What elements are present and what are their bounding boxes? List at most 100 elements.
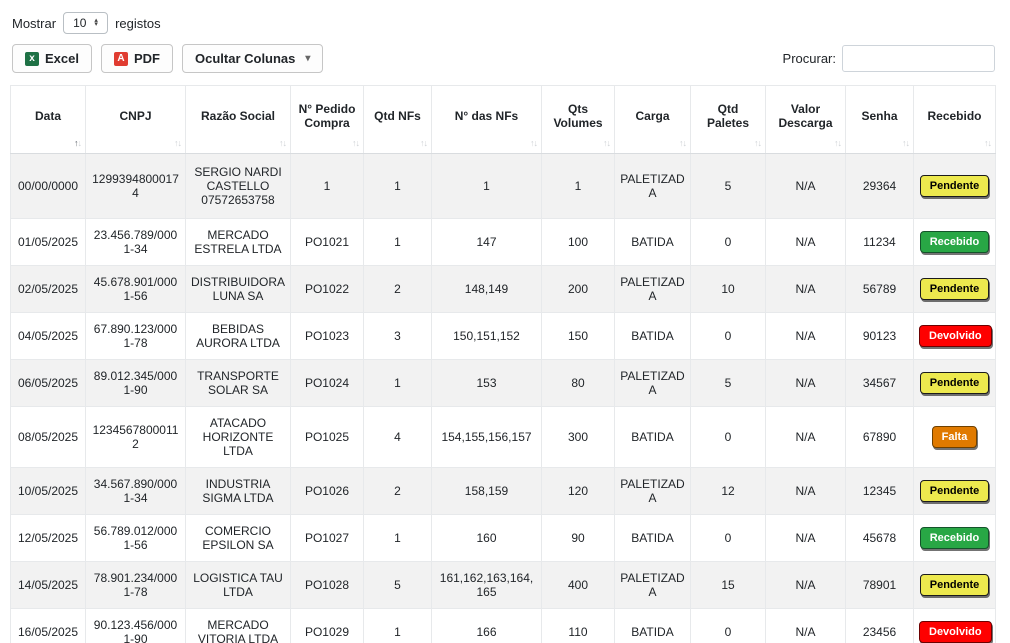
- cell-data: 12/05/2025: [10, 514, 86, 562]
- pdf-button-label: PDF: [133, 51, 160, 66]
- cell-qtd-paletes: 0: [690, 406, 766, 468]
- cell-nfs: 147: [431, 218, 542, 266]
- cell-qts-volumes: 150: [541, 312, 615, 360]
- toolbar: x Excel A PDF Ocultar Colunas ▾ Procurar…: [12, 44, 995, 73]
- cell-qts-volumes: 1: [541, 153, 615, 219]
- cell-nfs: 160: [431, 514, 542, 562]
- status-badge-pendente[interactable]: Pendente: [919, 574, 990, 596]
- sort-icon: ↑↓: [279, 138, 287, 148]
- sort-icon: ↑↓: [174, 138, 182, 148]
- sort-icon: ↑↓: [352, 138, 360, 148]
- column-header-carga[interactable]: Carga ↑↓: [614, 85, 691, 154]
- cell-nfs: 158,159: [431, 467, 542, 515]
- cell-carga: PALETIZADA: [614, 467, 691, 515]
- cell-recebido: Falta: [913, 406, 996, 468]
- cell-pedido-compra: PO1027: [290, 514, 364, 562]
- cell-pedido-compra: PO1025: [290, 406, 364, 468]
- column-header-cnpj[interactable]: CNPJ ↑↓: [85, 85, 186, 154]
- page-length-control: Mostrar 10 ▴ ▾ registos: [12, 12, 995, 34]
- status-badge-falta[interactable]: Falta: [931, 426, 978, 448]
- column-header-recebido[interactable]: Recebido ↑↓: [913, 85, 996, 154]
- cell-data: 00/00/0000: [10, 153, 86, 219]
- column-header-senha[interactable]: Senha ↑↓: [845, 85, 914, 154]
- cell-pedido-compra: PO1022: [290, 265, 364, 313]
- column-header-qts-volumes[interactable]: Qts Volumes ↑↓: [541, 85, 615, 154]
- column-label: Recebido: [927, 108, 982, 123]
- search-control: Procurar:: [783, 45, 995, 72]
- cell-qts-volumes: 200: [541, 265, 615, 313]
- status-badge-pendente[interactable]: Pendente: [919, 480, 990, 502]
- cell-razao-social: MERCADO ESTRELA LTDA: [185, 218, 291, 266]
- cell-qtd-nfs: 1: [363, 153, 432, 219]
- column-header-qtd-nfs[interactable]: Qtd NFs ↑↓: [363, 85, 432, 154]
- status-badge-pendente[interactable]: Pendente: [919, 372, 990, 394]
- sort-icon: ↑↓: [679, 138, 687, 148]
- status-badge-pendente[interactable]: Pendente: [919, 278, 990, 300]
- column-header-raz-o-social[interactable]: Razão Social ↑↓: [185, 85, 291, 154]
- cell-carga: BATIDA: [614, 608, 691, 643]
- cell-cnpj: 67.890.123/0001-78: [85, 312, 186, 360]
- cell-data: 10/05/2025: [10, 467, 86, 515]
- cell-razao-social: SERGIO NARDI CASTELLO 07572653758: [185, 153, 291, 219]
- table-row: 14/05/2025 78.901.234/0001-78 LOGISTICA TA…: [10, 561, 996, 609]
- cell-data: 01/05/2025: [10, 218, 86, 266]
- column-header-qtd-paletes[interactable]: Qtd Paletes ↑↓: [690, 85, 766, 154]
- cell-qtd-nfs: 1: [363, 359, 432, 407]
- cell-valor-descarga: N/A: [765, 218, 846, 266]
- column-header-n-pedido-compra[interactable]: N° Pedido Compra ↑↓: [290, 85, 364, 154]
- excel-button-label: Excel: [45, 51, 79, 66]
- cell-valor-descarga: N/A: [765, 608, 846, 643]
- sort-icon: ↑↓: [530, 138, 538, 148]
- cell-senha: 23456: [845, 608, 914, 643]
- column-header-data[interactable]: Data ↑↓: [10, 85, 86, 154]
- table-row: 12/05/2025 56.789.012/0001-56 COMERCIO EPS…: [10, 514, 996, 562]
- cell-qtd-nfs: 1: [363, 608, 432, 643]
- show-label: Mostrar: [12, 15, 57, 31]
- status-badge-recebido[interactable]: Recebido: [919, 527, 990, 549]
- sort-icon: ↑↓: [834, 138, 842, 148]
- cell-carga: PALETIZADA: [614, 561, 691, 609]
- cell-data: 06/05/2025: [10, 359, 86, 407]
- column-header-n-das-nfs[interactable]: N° das NFs ↑↓: [431, 85, 542, 154]
- cell-recebido: Pendente: [913, 153, 996, 219]
- table-row: 02/05/2025 45.678.901/0001-56 DISTRIBUIDOR…: [10, 265, 996, 313]
- cell-razao-social: DISTRIBUIDORA LUNA SA: [185, 265, 291, 313]
- cell-senha: 90123: [845, 312, 914, 360]
- cell-qts-volumes: 120: [541, 467, 615, 515]
- cell-qtd-paletes: 0: [690, 608, 766, 643]
- cell-pedido-compra: PO1023: [290, 312, 364, 360]
- page-size-select[interactable]: 10 ▴ ▾: [63, 12, 109, 34]
- cell-carga: PALETIZADA: [614, 153, 691, 219]
- data-table: Data ↑↓ CNPJ ↑↓ Razão Social ↑↓ N° Pedido Comp…: [10, 85, 996, 643]
- table-row: 06/05/2025 89.012.345/0001-90 TRANSPORTE S…: [10, 359, 996, 407]
- records-label: registos: [115, 15, 161, 31]
- status-badge-devolvido[interactable]: Devolvido: [919, 325, 992, 347]
- cell-qts-volumes: 400: [541, 561, 615, 609]
- table-row: 08/05/2025 12345678000112 ATACADO HORIZONT…: [10, 406, 996, 468]
- cell-pedido-compra: 1: [290, 153, 364, 219]
- cell-razao-social: BEBIDAS AURORA LTDA: [185, 312, 291, 360]
- search-input[interactable]: [842, 45, 995, 72]
- column-header-valor-descarga[interactable]: Valor Descarga ↑↓: [765, 85, 846, 154]
- cell-qtd-paletes: 5: [690, 153, 766, 219]
- sort-icon: ↑↓: [74, 138, 82, 148]
- header-row: Data ↑↓ CNPJ ↑↓ Razão Social ↑↓ N° Pedido Comp…: [10, 85, 996, 154]
- cell-razao-social: ATACADO HORIZONTE LTDA: [185, 406, 291, 468]
- cell-valor-descarga: N/A: [765, 561, 846, 609]
- cell-razao-social: LOGISTICA TAU LTDA: [185, 561, 291, 609]
- chevron-down-icon: ▾: [305, 53, 311, 64]
- status-badge-pendente[interactable]: Pendente: [919, 175, 990, 197]
- pdf-button[interactable]: A PDF: [100, 44, 173, 73]
- cell-qtd-paletes: 0: [690, 312, 766, 360]
- status-badge-recebido[interactable]: Recebido: [919, 231, 990, 253]
- cell-pedido-compra: PO1021: [290, 218, 364, 266]
- cell-senha: 11234: [845, 218, 914, 266]
- table-row: 10/05/2025 34.567.890/0001-34 INDUSTRIA SI…: [10, 467, 996, 515]
- excel-button[interactable]: x Excel: [12, 44, 92, 73]
- status-badge-devolvido[interactable]: Devolvido: [919, 621, 992, 643]
- table-header: Data ↑↓ CNPJ ↑↓ Razão Social ↑↓ N° Pedido Comp…: [10, 85, 996, 154]
- cell-senha: 45678: [845, 514, 914, 562]
- cell-carga: BATIDA: [614, 218, 691, 266]
- hide-columns-button[interactable]: Ocultar Colunas ▾: [181, 44, 324, 73]
- cell-senha: 78901: [845, 561, 914, 609]
